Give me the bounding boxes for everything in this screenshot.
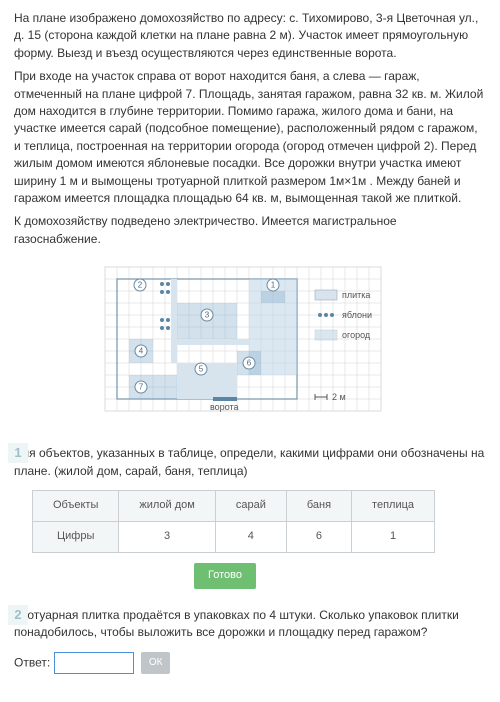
question-number-2: 2 [8,605,28,625]
svg-text:ворота: ворота [210,402,239,412]
question-1: 1 Для объектов, указанных в таблице, опр… [14,445,486,589]
svg-text:1: 1 [271,281,276,290]
svg-text:5: 5 [199,365,204,374]
plan-diagram: 1 2 3 4 5 6 7 ворота плитка яблони огоро… [14,262,486,427]
question-1-text: Для объектов, указанных в таблице, опред… [14,445,486,480]
problem-paragraph-1: На плане изображено домохозяйство по адр… [14,10,486,62]
question-2-text: Тротуарная плитка продаётся в упаковках … [14,607,486,642]
svg-text:6: 6 [247,359,252,368]
col-objects: Объекты [33,491,119,522]
svg-text:огород: огород [342,330,371,340]
ok-button[interactable]: ОК [141,652,171,675]
problem-paragraph-2: При входе на участок справа от ворот нах… [14,68,486,207]
question-number-1: 1 [8,443,28,463]
question-2: 2 Тротуарная плитка продаётся в упаковка… [14,607,486,674]
objects-table: Объекты жилой дом сарай баня теплица Циф… [32,490,435,553]
problem-paragraph-3: К домохозяйству подведено электричество.… [14,213,486,248]
svg-text:яблони: яблони [342,310,372,320]
col-greenhouse: теплица [352,491,435,522]
table-row: Объекты жилой дом сарай баня теплица [33,491,435,522]
answer-label: Ответ: [14,655,50,669]
col-shed: сарай [215,491,286,522]
table-row: Цифры 3 4 6 1 [33,522,435,553]
svg-text:4: 4 [139,347,144,356]
col-bath: баня [286,491,351,522]
svg-text:7: 7 [139,383,144,392]
answer-cell[interactable]: 1 [352,522,435,553]
row-label-digits: Цифры [33,522,119,553]
answer-input[interactable] [54,652,134,674]
answer-cell[interactable]: 3 [119,522,215,553]
answer-cell[interactable]: 4 [215,522,286,553]
answer-cell[interactable]: 6 [286,522,351,553]
svg-text:плитка: плитка [342,290,370,300]
ready-button[interactable]: Готово [194,563,256,589]
svg-text:3: 3 [205,311,210,320]
col-house: жилой дом [119,491,215,522]
svg-text:2: 2 [138,281,143,290]
svg-text:2 м: 2 м [332,392,346,402]
